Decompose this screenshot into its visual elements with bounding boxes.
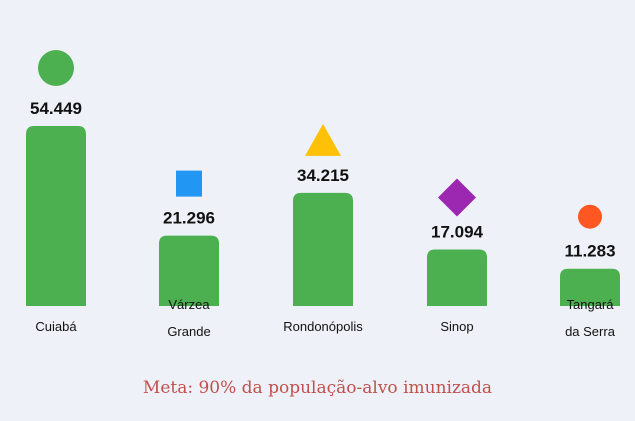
value-label: 21.296 <box>163 209 215 228</box>
diamond-icon <box>438 178 476 217</box>
circle-icon <box>38 50 74 86</box>
category-label: Rondonópolis <box>283 319 363 334</box>
category-label: Tangará <box>567 297 615 312</box>
category-label: Várzea <box>168 297 210 312</box>
goal-note: Meta: 90% da população-alvo imunizada <box>142 378 493 398</box>
bar-2 <box>159 235 219 306</box>
category-label: Grande <box>167 324 210 339</box>
value-label: 17.094 <box>431 222 484 241</box>
value-label: 11.283 <box>564 242 615 261</box>
circle-icon <box>578 204 602 229</box>
value-label: 34.215 <box>297 166 349 185</box>
square-icon <box>176 170 202 197</box>
bar-4 <box>427 249 487 306</box>
bar-1 <box>26 126 86 306</box>
bar-3 <box>293 192 353 306</box>
category-label: Cuiabá <box>35 319 77 334</box>
triangle-icon <box>305 123 341 156</box>
bar-5 <box>560 268 620 306</box>
category-label: da Serra <box>565 324 616 339</box>
value-label: 54.449 <box>30 99 82 118</box>
category-label: Sinop <box>440 319 473 334</box>
